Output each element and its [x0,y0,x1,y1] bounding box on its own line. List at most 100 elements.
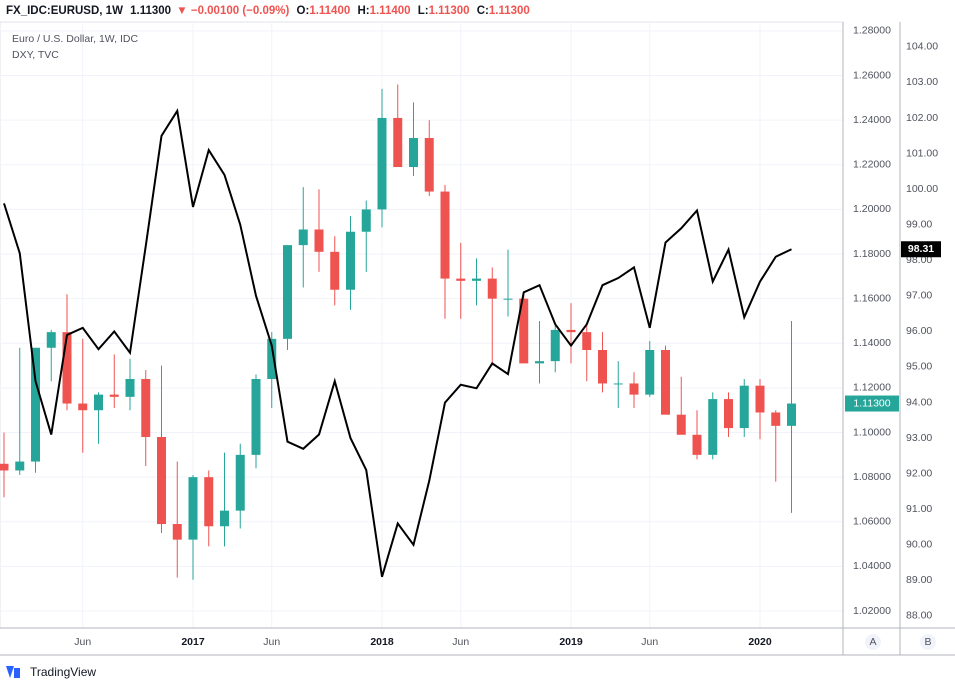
brand-logo [6,666,20,678]
y-tick-label: 1.02000 [853,605,891,617]
candle-body [172,524,182,540]
x-tick-label: Jun [263,636,280,648]
candle-body [661,349,670,415]
scale-button[interactable] [865,634,881,650]
y-tick-label: 1.22000 [853,159,891,171]
ohlc-label: C: [477,5,489,17]
y2-tick-label: 99.00 [906,218,932,230]
candle-body [346,231,355,290]
x-tick-label: 2019 [559,636,583,648]
y-tick-label: 1.04000 [853,560,891,572]
y2-tick-label: 91.00 [906,503,932,515]
candle-body [440,191,450,279]
y2-tick-label: 94.00 [906,396,932,408]
ohlc-value: 1.11400 [309,5,350,17]
candle-body [109,394,119,397]
last-price-badge [845,395,899,412]
y-tick-label: 1.10000 [853,426,891,438]
scale-button[interactable] [920,634,936,650]
scale-button-label[interactable]: A [869,636,876,648]
ohlc-value: 1.11300 [429,5,470,17]
candle-body [31,347,40,462]
candle-body [62,332,72,404]
y-tick-label: 1.06000 [853,516,891,528]
y2-tick-label: 93.00 [906,432,932,444]
candle-body [787,403,796,426]
candle-body [283,245,292,339]
y-tick-label: 1.24000 [853,114,891,126]
candle-body [267,338,277,379]
candle-body [94,394,103,411]
scale-button-label[interactable]: B [924,636,931,648]
last-value-badge [901,241,941,258]
y2-tick-label: 104.00 [906,41,938,53]
y-tick-label: 1.08000 [853,471,891,483]
ohlc-label: O: [297,5,310,17]
candle-body [204,477,214,527]
header: FX_IDC:EURUSD, 1W 1.11300 ▼ −0.00100 (−0… [6,5,530,17]
y2-tick-label: 89.00 [906,574,932,586]
y-tick-label: 1.20000 [853,203,891,215]
candle-body [472,278,481,281]
y-tick-label: 1.16000 [853,292,891,304]
y2-tick-label: 92.00 [906,467,932,479]
x-tick-label: 2017 [181,636,205,648]
candle-body [645,349,655,395]
ohlc-value: 1.11400 [370,5,411,17]
candle-body [676,414,686,435]
price: 1.11300 [130,5,171,17]
ohlc-label: H: [357,5,369,17]
candle-body [519,298,529,364]
candle-body [125,378,135,397]
x-tick-label: 2018 [370,636,394,648]
candle-body [424,138,434,192]
candle-body [141,378,151,438]
x-tick-label: Jun [641,636,658,648]
candle-body [409,138,418,168]
candle-body [456,278,466,281]
candle-body [487,278,497,299]
candle-body [566,329,576,333]
candle-body [78,403,88,411]
symbol: FX_IDC:EURUSD, 1W [6,5,123,17]
candle-body [157,437,166,525]
y2-tick-label: 102.00 [906,112,938,124]
candle-body [629,383,639,395]
candle-body [582,332,592,350]
candle-body [535,361,544,364]
y2-tick-label: 100.00 [906,183,938,195]
candle-body [298,229,308,246]
candle-body [314,229,324,252]
candle-body [708,399,718,455]
y-tick-label: 1.12000 [853,382,891,394]
x-tick-label: Jun [74,636,91,648]
change: ▼ −0.00100 (−0.09%) [176,5,289,17]
y-tick-label: 1.28000 [853,25,891,37]
candle-body [330,251,340,290]
candle-body [771,412,781,426]
y2-tick-label: 90.00 [906,539,932,551]
y2-tick-label: 97.00 [906,290,932,302]
candle-body [724,399,733,429]
candle-body [377,117,387,210]
candle-body [251,378,261,455]
y2-tick-label: 103.00 [906,76,938,88]
candle-body [361,209,371,232]
candle-body [188,477,198,540]
candle-body [739,385,749,429]
candle-body [550,329,560,362]
price-axis-panel [843,22,955,655]
candle-body [503,298,513,300]
x-tick-label: Jun [452,636,469,648]
candle-body [46,332,56,348]
candle-body [393,117,403,168]
brand: TradingView [30,665,96,679]
y2-tick-label: 101.00 [906,147,938,159]
candle-body [0,463,9,471]
candle-body [235,454,245,511]
legend-entry: Euro / U.S. Dollar, 1W, IDC [12,33,138,45]
y-tick-label: 1.18000 [853,248,891,260]
y2-tick-label: 95.00 [906,361,932,373]
